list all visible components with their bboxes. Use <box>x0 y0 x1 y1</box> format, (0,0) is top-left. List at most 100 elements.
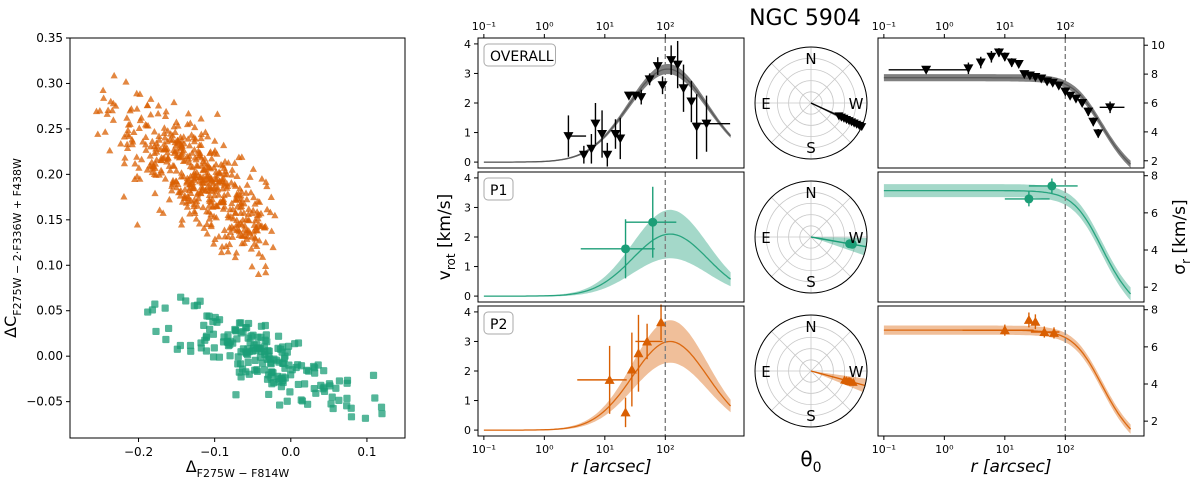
scatter-point <box>179 172 188 180</box>
scatter-point <box>319 385 327 393</box>
scatter-point <box>288 366 296 374</box>
data-point <box>621 244 631 254</box>
data-point <box>701 119 712 129</box>
scatter-point <box>133 105 141 112</box>
scatter-point <box>279 359 288 367</box>
scatter-point <box>144 308 152 316</box>
scatter-point <box>190 146 199 153</box>
scatter-point <box>147 142 155 150</box>
scatter-point <box>224 190 232 197</box>
scatter-point <box>174 139 182 147</box>
model-line <box>883 189 1132 295</box>
y-tick-label: 3 <box>464 201 471 214</box>
scatter-point <box>131 160 139 167</box>
scatter-point <box>128 140 136 148</box>
data-point <box>986 52 997 62</box>
scatter-point <box>168 180 177 187</box>
data-point <box>563 132 574 142</box>
scatter-point <box>246 173 254 180</box>
scatter-point <box>135 164 143 171</box>
data-point <box>586 144 597 154</box>
dispersion-panels-panel-p2: 2 4 6 8 10⁻¹ 10⁰ 10¹ 10² <box>872 304 1158 456</box>
scatter-point <box>173 345 181 353</box>
data-point <box>578 150 589 160</box>
scatter-point <box>165 195 173 203</box>
scatter-point <box>94 130 102 137</box>
compass-label-e: E <box>761 95 770 113</box>
data-point <box>652 62 663 72</box>
scatter-point <box>120 192 128 200</box>
data-point <box>1105 103 1116 113</box>
scatter-point <box>239 216 247 223</box>
scatter-point <box>219 198 227 205</box>
scatter-point <box>258 359 267 367</box>
scatter-point <box>190 302 198 310</box>
y-tick-label: 2 <box>1151 415 1158 428</box>
scatter-point <box>212 172 220 179</box>
compass-label-w: W <box>849 229 864 247</box>
y-tick-label: 10 <box>1151 39 1165 52</box>
top-x-tick-label: 10¹ <box>996 20 1014 33</box>
scatter-point <box>298 397 307 405</box>
scatter-point <box>184 135 192 142</box>
scatter-point <box>361 414 370 422</box>
panel-label: OVERALL <box>483 43 556 67</box>
scatter-point <box>258 175 266 182</box>
scatter-point <box>320 367 328 375</box>
y-axis-label: σr [km/s] <box>1170 199 1193 274</box>
y-tick-label: 2 <box>1151 281 1158 294</box>
scatter-point <box>164 127 172 134</box>
y-tick-label: 0.10 <box>36 258 63 272</box>
scatter-point <box>265 390 273 399</box>
x-tick-label: 10⁻¹ <box>872 443 896 456</box>
scatter-point <box>199 166 207 174</box>
y-tick-label: 0.30 <box>36 76 63 90</box>
model-line <box>883 329 1132 430</box>
panel-frame <box>877 171 1145 303</box>
data-point <box>1006 58 1017 68</box>
scatter-point <box>224 247 232 255</box>
scatter-point <box>294 339 303 347</box>
scatter-point <box>166 166 174 174</box>
top-x-tick-label: 10² <box>1056 20 1074 33</box>
scatter-point <box>233 172 241 180</box>
panel-label-box <box>483 43 556 67</box>
rotation-panels-panel-overall: OVERALL 0 1 2 3 410⁻¹ 10⁰ 10¹ 10² <box>464 20 745 169</box>
scatter-point <box>238 153 246 160</box>
scatter-point <box>205 215 214 222</box>
panel-label-text: OVERALL <box>490 49 554 65</box>
scatter-point <box>220 164 228 171</box>
figure-title: NGC 5904 <box>749 6 861 31</box>
scatter-point <box>215 177 224 185</box>
scatter-point <box>187 347 195 355</box>
scatter-point <box>231 253 239 261</box>
y-tick-label: 1 <box>464 127 471 140</box>
model-band <box>483 320 731 431</box>
scatter-point <box>152 171 160 178</box>
scatter-point <box>196 297 204 305</box>
rotation-panels-panel-p1: P1 0 1 2 3 4 <box>464 171 745 303</box>
scatter-point <box>328 393 336 401</box>
scatter-point <box>201 336 209 344</box>
y-tick-label: 0.35 <box>36 31 63 45</box>
scatter-point <box>215 232 223 240</box>
scatter-point <box>232 249 240 256</box>
scatter-point <box>263 182 271 190</box>
y-tick-label: 8 <box>1151 304 1158 317</box>
scatter-point <box>240 239 248 246</box>
scatter-point <box>274 344 282 352</box>
scatter-point <box>200 224 208 231</box>
scatter-point <box>151 300 159 308</box>
scatter-point <box>226 224 234 231</box>
angle-point <box>848 377 858 386</box>
scatter-point <box>224 331 232 339</box>
y-tick-label: 4 <box>1151 378 1158 391</box>
scatter-point <box>232 326 240 334</box>
scatter-point <box>237 329 245 337</box>
x-tick-label: 10⁻¹ <box>472 443 496 456</box>
y-tick-label: 0.00 <box>36 349 63 363</box>
scatter-point <box>253 367 261 375</box>
scatter-point <box>159 154 167 162</box>
scatter-point <box>108 106 116 114</box>
scatter-point <box>99 86 107 94</box>
